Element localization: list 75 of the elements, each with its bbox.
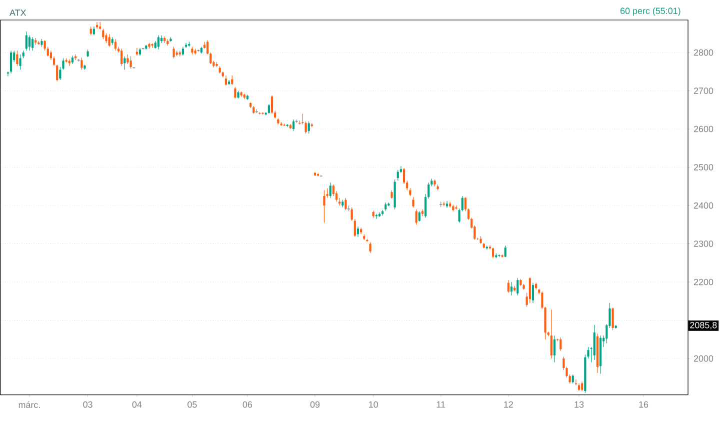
y-tick-label: 2800	[694, 49, 714, 56]
candlestick	[532, 282, 534, 304]
candlestick	[510, 282, 513, 296]
candlestick	[102, 28, 104, 40]
candlestick	[126, 54, 129, 64]
candlestick	[292, 119, 295, 132]
candlestick	[396, 170, 399, 182]
candlestick	[323, 190, 326, 224]
x-tick-label: márc.	[18, 401, 40, 408]
candlestick	[418, 211, 420, 222]
candlestick	[120, 48, 123, 66]
candlestick	[528, 277, 531, 304]
candlestick	[19, 54, 22, 70]
candlestick	[338, 198, 341, 206]
annotation: 2085,8	[690, 322, 717, 330]
candlestick	[581, 381, 584, 392]
candlestick	[130, 56, 132, 69]
candlestick	[160, 35, 163, 44]
candlestick	[124, 56, 126, 70]
candlestick	[329, 182, 332, 198]
candlestick	[105, 33, 108, 44]
candlestick	[593, 324, 596, 360]
y-tick-label: 2500	[694, 164, 714, 171]
x-tick-label: 03	[83, 401, 92, 408]
candlestick	[507, 280, 510, 294]
x-tick-label: 10	[369, 401, 378, 408]
x-tick-label: 06	[242, 401, 252, 408]
chart-subtitle: 60 perc (55:01)	[620, 8, 680, 16]
candlestick	[446, 200, 448, 208]
candlestick	[415, 209, 418, 226]
x-tick-label: 12	[504, 401, 513, 408]
candlestick	[516, 278, 519, 296]
candlestick	[10, 50, 12, 74]
candlestick	[157, 35, 160, 50]
candlestick	[80, 57, 83, 70]
candlestick	[136, 48, 138, 56]
x-tick-label: 09	[310, 401, 320, 408]
candlestick	[96, 22, 98, 30]
candlestick	[234, 86, 236, 99]
candlestick	[172, 46, 175, 59]
chart-title: ATX	[10, 10, 26, 16]
candlestick	[402, 168, 406, 184]
candlestick	[492, 247, 494, 259]
candlestick	[412, 196, 414, 208]
x-tick-label: 13	[574, 401, 584, 408]
x-tick-label: 11	[436, 401, 446, 408]
candlestick	[294, 119, 298, 124]
y-tick-label: 2600	[694, 126, 714, 132]
x-tick-label: 05	[188, 401, 197, 408]
candlestick	[553, 335, 556, 363]
candlestick	[28, 35, 31, 51]
candlestick	[344, 198, 347, 210]
candlestick	[308, 121, 310, 134]
candlestick	[25, 31, 28, 51]
candlestick	[612, 307, 614, 331]
candlestick	[231, 75, 234, 86]
y-tick-label: 2400	[694, 202, 714, 209]
x-tick-label: 16	[639, 401, 648, 408]
candlestick	[270, 95, 274, 114]
candlestick	[185, 42, 188, 48]
candlestick	[224, 75, 228, 86]
y-tick-label: 2700	[694, 88, 714, 94]
candlestick	[32, 37, 34, 51]
candlestick	[560, 337, 562, 352]
candlestick	[369, 242, 372, 254]
y-tick-label: 2300	[694, 240, 714, 248]
y-tick-label: 2000	[694, 355, 714, 362]
candlestick	[114, 38, 116, 51]
candlestick	[16, 50, 18, 66]
x-tick-label: 04	[132, 401, 142, 408]
candlestick	[356, 226, 360, 238]
candlestick	[108, 34, 110, 48]
candlestick	[550, 309, 552, 359]
y-tick-label: 2200	[694, 278, 714, 286]
candlestick	[268, 104, 270, 114]
